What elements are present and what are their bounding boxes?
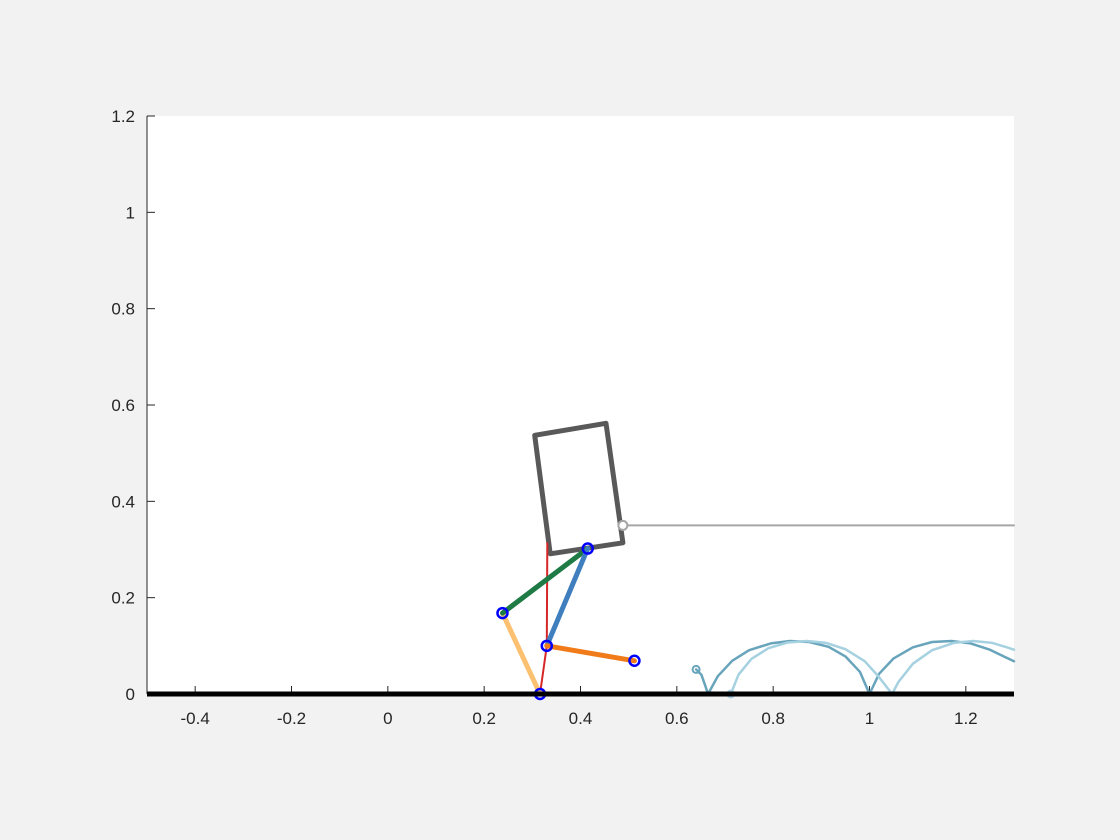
trajectory-line [729, 639, 1016, 696]
hip-marker [617, 519, 629, 531]
robot-body-layer [532, 420, 626, 557]
plot-area [147, 116, 1014, 694]
leg-segments [500, 524, 1015, 697]
y-tick-label: 1 [126, 203, 135, 222]
y-tick-label: 0.8 [111, 300, 135, 319]
y-tick-label: 0.6 [111, 396, 135, 415]
x-tick-label: -0.4 [181, 709, 210, 728]
trajectory-start-marker [691, 664, 701, 674]
leg-segment [544, 546, 591, 649]
x-tick-label: 0.4 [569, 709, 593, 728]
joint-marker [496, 606, 509, 620]
y-tick-labels: 0 0.2 0.4 0.6 0.8 1 1.2 [111, 107, 135, 704]
foot-trajectories [691, 639, 1016, 699]
y-tick-label: 0.4 [111, 492, 135, 511]
leg-segment [544, 643, 637, 664]
joint-marker [581, 542, 594, 555]
joint-marker [540, 639, 554, 653]
x-tick-label: 0 [383, 709, 392, 728]
leg-segment [500, 546, 591, 616]
joint-marker [628, 654, 641, 668]
y-tick-label: 1.2 [111, 107, 135, 126]
x-tick-label: 0.8 [761, 709, 785, 728]
x-tick-label: 0.6 [665, 709, 689, 728]
x-tick-label: 1.2 [954, 709, 978, 728]
x-tick-label: 0.2 [472, 709, 496, 728]
x-tick-labels: -0.4 -0.2 0 0.2 0.4 0.6 0.8 1 1.2 [181, 709, 978, 728]
x-tick-label: -0.2 [277, 709, 306, 728]
y-tick-label: 0 [126, 685, 135, 704]
robot-body [532, 420, 626, 557]
x-tick-label: 1 [865, 709, 874, 728]
y-tick-label: 0.2 [111, 589, 135, 608]
leg-segment [500, 610, 543, 697]
